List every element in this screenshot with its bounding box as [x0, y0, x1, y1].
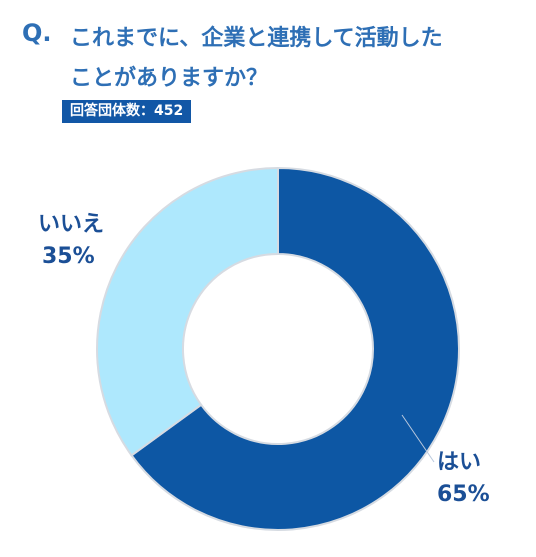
badge-label: 回答団体数	[70, 103, 140, 119]
donut-slice-no	[96, 166, 279, 457]
slice-label-no-name: いいえ	[38, 212, 104, 237]
badge-count: 452	[154, 103, 184, 119]
question-mark: Q.	[22, 19, 52, 47]
slice-label-yes-name: はい	[437, 450, 481, 475]
slice-label-yes-value: 65%	[437, 482, 490, 507]
yes-leader-line	[401, 414, 435, 463]
donut-slice-yes	[130, 166, 460, 531]
badge-separator: ：	[140, 103, 154, 119]
question-text-line-2: ことがありますか？	[70, 66, 269, 91]
respondent-count-badge: 回答団体数：452	[62, 100, 192, 123]
slice-label-no-value: 35%	[42, 244, 95, 269]
question-text-line-1: これまでに、企業と連携して活動した	[70, 26, 443, 51]
